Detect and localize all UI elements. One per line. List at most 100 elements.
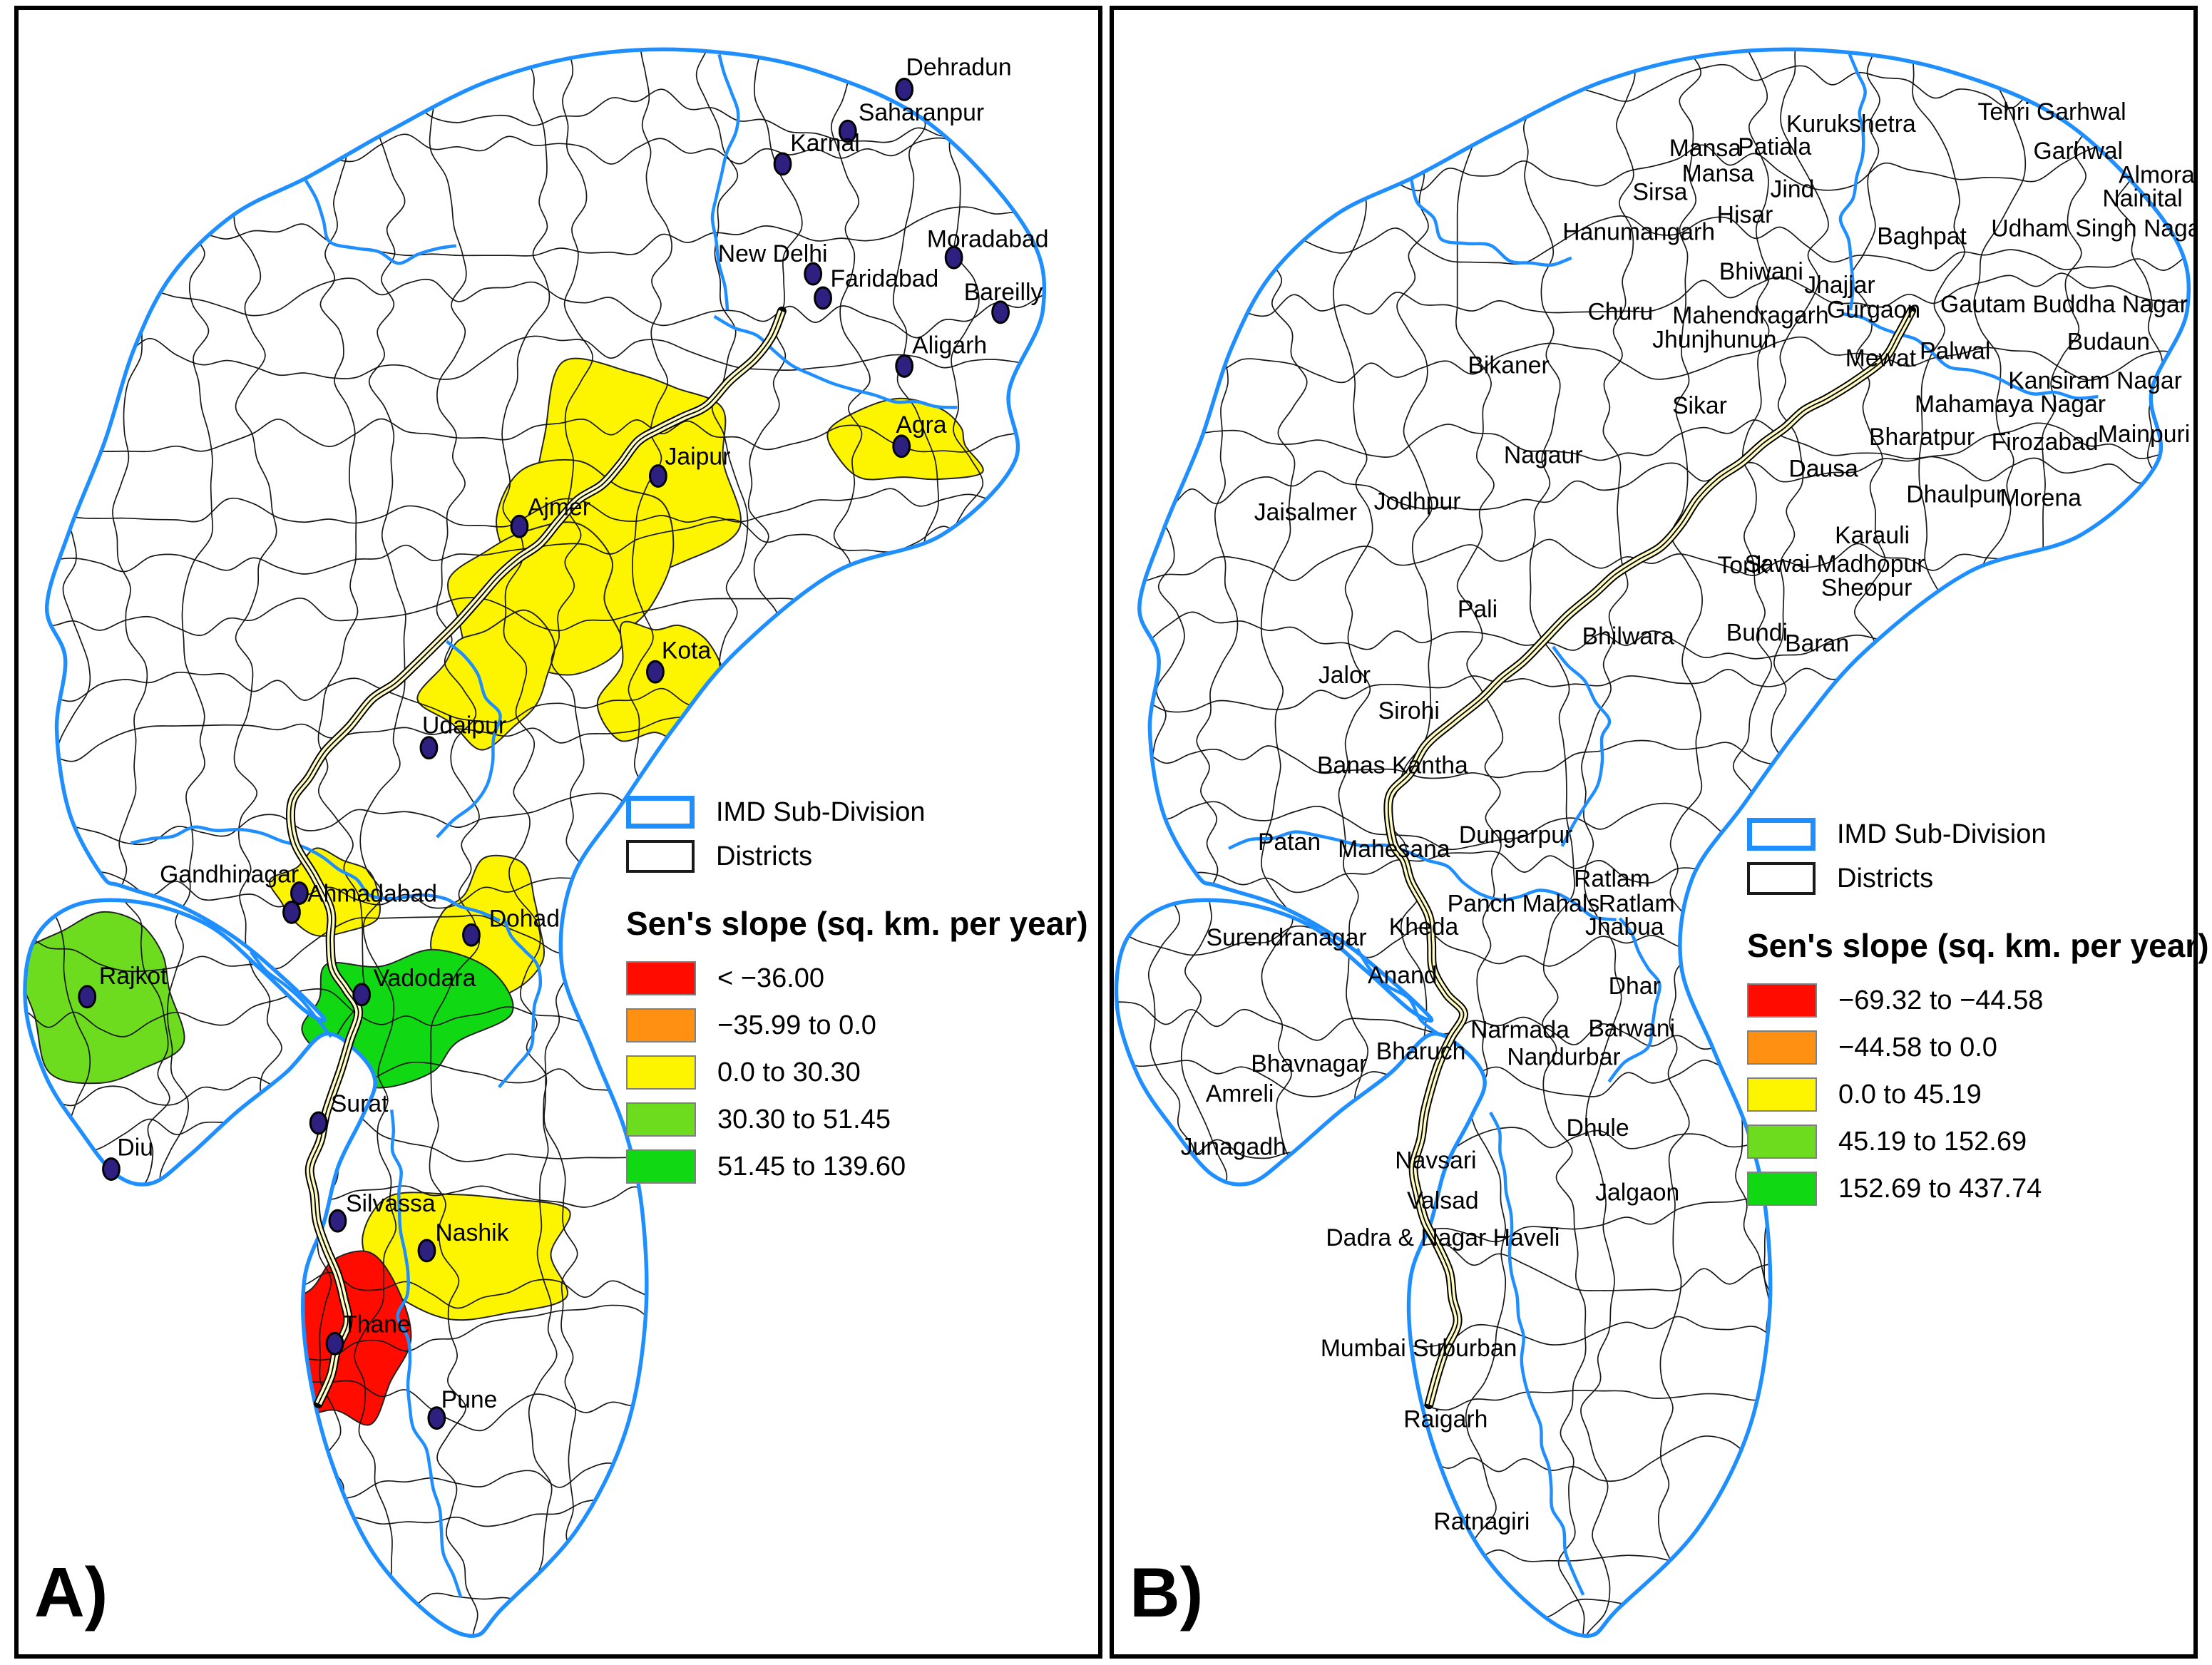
legend-class-row: 51.45 to 139.60: [626, 1149, 1088, 1184]
city-dot-silvassa: [328, 1209, 347, 1233]
region-interior: [25, 49, 1045, 1636]
label-thane: Thane: [342, 1311, 411, 1338]
label-raigarh: Raigarh: [1403, 1406, 1488, 1433]
legend-title: Sen's slope (sq. km. per year): [1747, 927, 2209, 964]
label-sawai-madhopur: Sawai Madhopur: [1744, 550, 1925, 578]
city-dot-surat: [309, 1111, 328, 1135]
label-kheda: Kheda: [1389, 913, 1459, 941]
district-rajkot: [25, 911, 185, 1085]
panel-a: Dehradun Saharanpur Karnal New Delhi Faridab…: [14, 6, 1102, 1659]
imd-subdivision-outline: [1114, 47, 2191, 1638]
label-jalgaon: Jalgaon: [1595, 1179, 1679, 1206]
legend-class-row: 0.0 to 30.30: [626, 1055, 1088, 1090]
city-dot-rajkot: [78, 985, 97, 1009]
legend-class-label: 45.19 to 152.69: [1838, 1126, 2027, 1157]
label-ahmadabad: Ahmadabad: [307, 880, 437, 907]
legend-class-label: 30.30 to 51.45: [717, 1104, 891, 1134]
imd-subdivision-line: [1843, 312, 2099, 400]
label-jodhpur: Jodhpur: [1374, 488, 1461, 515]
label-bharuch: Bharuch: [1376, 1038, 1466, 1065]
label-mewat: Mewat: [1845, 344, 1917, 372]
legend-class-swatch-orange: [1747, 1030, 1817, 1065]
panel-b-label: B): [1130, 1553, 1204, 1631]
imd-subdivision-line: [713, 314, 958, 409]
label-budaun: Budaun: [2067, 328, 2150, 355]
imd-subdivision-swatch: [1747, 818, 1816, 851]
legend-class-swatch-yellow: [626, 1055, 696, 1090]
legend-class-label: −35.99 to 0.0: [717, 1010, 876, 1040]
label-nagaur: Nagaur: [1504, 442, 1583, 469]
label-jalor: Jalor: [1319, 662, 1371, 689]
label-nainital: Nainital: [2102, 185, 2182, 212]
label-morena: Morena: [2000, 484, 2082, 511]
legend-class-row: −69.32 to −44.58: [1747, 983, 2209, 1018]
label-surat: Surat: [331, 1090, 389, 1117]
label-mahamaya-nagar: Mahamaya Nagar: [1915, 391, 2106, 418]
label-jaipur: Jaipur: [665, 444, 731, 471]
city-dot-ajmer: [510, 514, 529, 538]
label-dhaulpur: Dhaulpur: [1906, 481, 2004, 508]
legend-class-row: −44.58 to 0.0: [1747, 1030, 2209, 1065]
legend-class-swatch-green: [1747, 1172, 1817, 1206]
legend-class-swatch-light_green: [1747, 1124, 1817, 1159]
city-dot-gandhinagar: [290, 881, 309, 905]
legend-class-row: 30.30 to 51.45: [626, 1102, 1088, 1137]
label-tonk: Tonk: [1717, 552, 1768, 579]
label-almora: Almora: [2119, 162, 2193, 189]
districts-swatch: [1747, 862, 1816, 895]
legend-class-swatch-red: [1747, 983, 1817, 1018]
label-palwal: Palwal: [1920, 337, 1990, 364]
label-banas-kantha: Banas Kantha: [1317, 752, 1468, 779]
legend-imd-row: IMD Sub-Division: [626, 796, 1088, 829]
label-mansa: Mansa: [1682, 160, 1754, 188]
label-firozabad: Firozabad: [1992, 429, 2099, 456]
label-anand: Anand: [1368, 962, 1438, 989]
imd-subdivision-line: [1607, 917, 1661, 1083]
label-udham-singh-nagar: Udham Singh Nagar: [1991, 215, 2193, 242]
label-faridabad: Faridabad: [830, 265, 938, 292]
districts-label: Districts: [1837, 863, 1934, 893]
label-mansa: Mansa: [1669, 135, 1741, 162]
city-dot-vadodara: [352, 983, 372, 1007]
city-dot-bareilly: [991, 300, 1010, 324]
legend-imd-row: IMD Sub-Division: [1747, 818, 2209, 851]
label-dehradun: Dehradun: [906, 53, 1011, 81]
label-hanumangarh: Hanumangarh: [1562, 218, 1715, 245]
label-bikaner: Bikaner: [1468, 352, 1549, 379]
label-mahendragarh: Mahendragarh: [1672, 302, 1828, 329]
city-dot-karnal: [773, 152, 792, 176]
label-kansiram-nagar: Kansiram Nagar: [2008, 367, 2182, 394]
legend-districts-row: Districts: [626, 840, 1088, 873]
city-dot-pune: [427, 1406, 446, 1430]
imd-subdivision-line: [1410, 180, 1572, 267]
label-bhavnagar: Bhavnagar: [1251, 1050, 1367, 1077]
label-new-delhi: New Delhi: [718, 240, 828, 267]
label-sirohi: Sirohi: [1378, 697, 1440, 724]
label-pune: Pune: [441, 1386, 498, 1413]
label-jhajjar: Jhajjar: [1804, 272, 1875, 299]
districts-swatch: [626, 840, 695, 873]
label-baghpat: Baghpat: [1877, 222, 1967, 250]
label-jhabua: Jhabua: [1585, 913, 1664, 941]
city-dot-moradabad: [944, 245, 963, 270]
canal-center-line: [290, 310, 783, 1404]
label-dausa: Dausa: [1788, 456, 1858, 483]
legend-class-row: 45.19 to 152.69: [1747, 1124, 2209, 1159]
legend-class-label: 51.45 to 139.60: [717, 1151, 906, 1182]
imd-subdivision-line: [1838, 53, 1867, 311]
label-jind: Jind: [1771, 176, 1815, 203]
label-ratnagiri: Ratnagiri: [1433, 1508, 1530, 1535]
city-dot-dohad: [462, 923, 481, 947]
label-narmada: Narmada: [1470, 1016, 1570, 1043]
imd-subdivision-swatch: [626, 796, 695, 829]
imd-subdivision-outline: [23, 47, 1047, 1638]
districts-label: Districts: [716, 841, 813, 871]
label-karnal: Karnal: [790, 130, 859, 157]
label-jaisalmer: Jaisalmer: [1254, 498, 1357, 526]
label-mainpuri: Mainpuri: [2098, 421, 2190, 448]
imd-subdivision-line: [390, 1110, 463, 1598]
city-dot-dehradun: [895, 78, 914, 101]
legend-class-label: 152.69 to 437.74: [1838, 1173, 2042, 1204]
legend-class-swatch-orange: [626, 1008, 696, 1042]
